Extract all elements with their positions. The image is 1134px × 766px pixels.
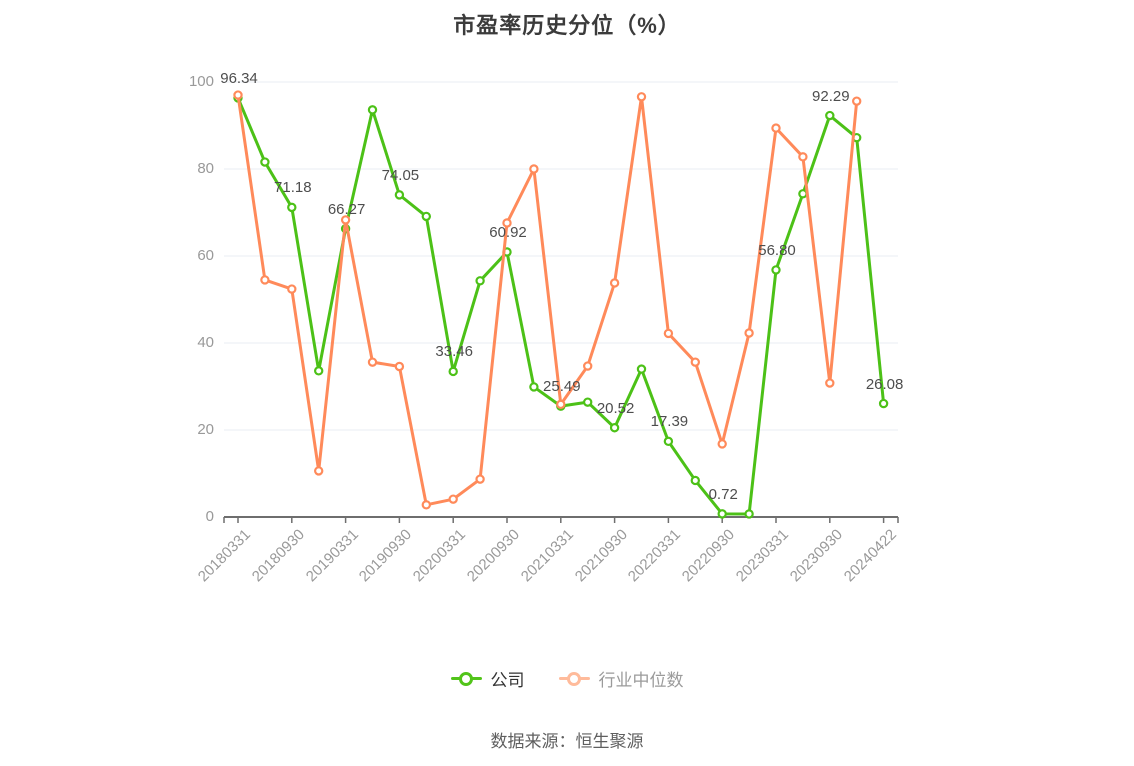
y-axis-label: 40 [197,334,214,351]
value-label: 0.72 [708,485,738,503]
data-point-marker[interactable] [556,399,566,410]
data-point-marker[interactable] [663,436,674,447]
data-point-marker[interactable] [717,509,727,519]
data-point-marker[interactable] [421,500,431,510]
y-axis-label: 20 [197,421,214,438]
data-point-marker[interactable] [340,215,351,225]
data-point-marker[interactable] [690,357,701,367]
data-point-marker[interactable] [771,123,781,133]
data-point-marker[interactable] [609,423,620,433]
data-point-marker[interactable] [583,397,593,407]
data-point-marker[interactable] [744,509,754,519]
data-point-marker[interactable] [663,328,674,339]
data-point-marker[interactable] [475,474,485,484]
data-point-marker[interactable] [798,152,808,162]
legend-label-industry-median: 行业中位数 [598,671,684,690]
data-point-marker[interactable] [475,276,485,286]
data-point-marker[interactable] [448,366,458,377]
value-label: 96.34 [220,69,258,87]
company-line [236,96,886,516]
value-label: 66.27 [327,200,366,218]
data-point-marker[interactable] [260,157,270,167]
data-point-marker[interactable] [852,96,862,106]
data-point-marker[interactable] [394,190,405,200]
company-series-icon [450,671,482,687]
chart-title: 市盈率历史分位（%） [453,13,681,38]
data-point-marker[interactable] [690,475,701,486]
data-point-marker[interactable] [287,284,297,294]
value-label: 33.46 [435,343,473,361]
data-point-marker[interactable] [529,382,539,392]
industry-median-series-icon [558,671,590,687]
data-point-marker[interactable] [314,366,324,376]
data-point-marker[interactable] [314,466,324,476]
data-point-marker[interactable] [287,202,297,213]
data-point-marker[interactable] [636,364,647,374]
value-label: 60.92 [489,223,527,241]
data-point-marker[interactable] [717,439,727,449]
data-point-marker[interactable] [394,361,405,372]
data-point-marker[interactable] [825,378,835,388]
data-point-marker[interactable] [744,328,754,338]
data-point-marker[interactable] [878,398,889,409]
legend-item-company[interactable]: 公司 [450,666,525,691]
y-axis-label: 80 [197,160,214,177]
chart-legend: 公司 行业中位数 [0,666,1134,691]
value-label: 20.52 [596,399,635,417]
industry-median-line [236,93,859,507]
legend-label-company: 公司 [490,671,525,690]
y-axis-label: 0 [205,508,214,525]
value-label: 56.80 [758,241,796,259]
y-axis-label: 100 [188,73,214,90]
data-point-marker[interactable] [233,90,243,100]
value-label: 17.39 [650,413,689,431]
data-point-marker[interactable] [798,189,808,199]
value-label: 25.49 [543,378,581,396]
data-point-marker[interactable] [260,275,270,285]
data-point-marker[interactable] [771,265,781,275]
value-label: 92.29 [812,87,850,105]
data-point-marker[interactable] [636,92,647,102]
value-label: 71.18 [274,179,312,197]
data-point-marker[interactable] [367,357,378,367]
legend-item-industry-median[interactable]: 行业中位数 [558,666,684,691]
data-point-marker[interactable] [448,494,458,504]
data-point-marker[interactable] [583,361,593,371]
data-point-marker[interactable] [529,164,539,174]
data-point-marker[interactable] [367,105,378,115]
data-point-marker[interactable] [609,278,620,288]
data-point-marker[interactable] [825,110,835,121]
value-label: 74.05 [381,166,420,184]
value-label: 26.08 [865,375,904,393]
data-point-marker[interactable] [502,218,512,228]
y-axis-label: 60 [197,247,214,264]
data-point-marker[interactable] [421,211,431,222]
data-source-note: 数据来源：恒生聚源 [490,732,644,751]
